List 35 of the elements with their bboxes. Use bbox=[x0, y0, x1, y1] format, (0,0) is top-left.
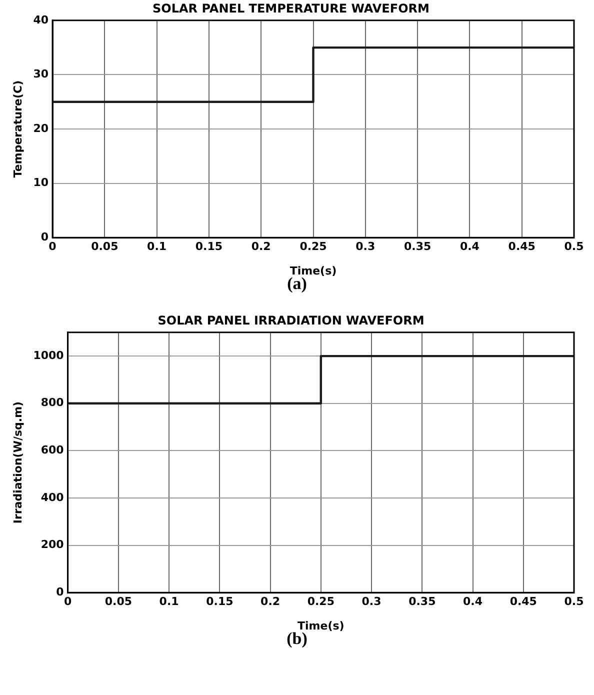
x-tick-label: 0.45 bbox=[510, 595, 537, 608]
x-tick-label: 0.25 bbox=[307, 595, 334, 608]
chart-title: SOLAR PANEL TEMPERATURE WAVEFORM bbox=[152, 1, 430, 16]
x-tick-label: 0.3 bbox=[362, 595, 382, 608]
y-axis-title: Temperature(C) bbox=[11, 80, 24, 178]
x-tick-label: 0.45 bbox=[508, 240, 536, 254]
x-tick-label: 0.5 bbox=[564, 595, 584, 608]
y-tick-label: 10 bbox=[33, 176, 49, 190]
x-tick-label: 0.1 bbox=[147, 240, 167, 254]
y-tick-label: 200 bbox=[40, 538, 64, 552]
x-tick-label: 0.1 bbox=[159, 595, 179, 608]
x-tick-label: 0.15 bbox=[195, 240, 223, 254]
x-tick-label: 0.5 bbox=[564, 240, 584, 254]
y-tick-label: 800 bbox=[40, 396, 64, 410]
y-tick-label: 0 bbox=[56, 585, 64, 598]
x-tick-label: 0.3 bbox=[356, 240, 376, 254]
y-tick-label: 400 bbox=[40, 490, 64, 504]
y-tick-label: 40 bbox=[33, 13, 49, 26]
x-tick-label: 0.05 bbox=[91, 240, 118, 254]
y-tick-label: 30 bbox=[33, 68, 49, 81]
y-tick-label: 600 bbox=[40, 444, 64, 457]
x-tick-label: 0.25 bbox=[300, 240, 327, 254]
y-tick-label: 1000 bbox=[33, 348, 64, 362]
x-tick-label: 0.4 bbox=[460, 240, 480, 254]
x-tick-label: 0.2 bbox=[251, 240, 271, 254]
y-tick-label: 20 bbox=[33, 122, 49, 135]
x-tick-label: 0.05 bbox=[104, 595, 132, 608]
y-axis-title: Irradiation(W/sq.m) bbox=[11, 401, 24, 524]
y-tick-label: 0 bbox=[40, 230, 49, 244]
x-tick-label: 0.35 bbox=[408, 595, 436, 608]
x-tick-label: 0.2 bbox=[260, 595, 280, 608]
chart-title: SOLAR PANEL IRRADIATION WAVEFORM bbox=[158, 313, 424, 328]
x-tick-label: 0.4 bbox=[463, 595, 483, 608]
x-tick-label: 0.35 bbox=[404, 240, 432, 254]
x-tick-label: 0.15 bbox=[206, 595, 234, 608]
